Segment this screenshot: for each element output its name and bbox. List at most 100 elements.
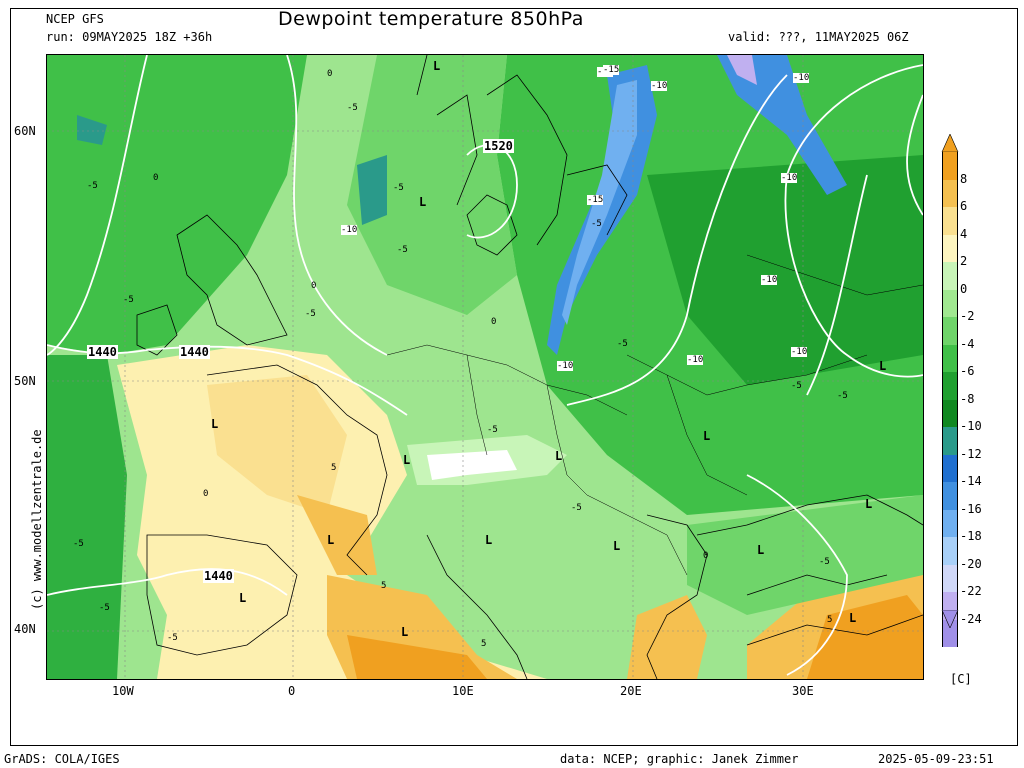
dewpoint-value: -5 <box>87 181 98 191</box>
legend-tick-label: 2 <box>960 254 968 268</box>
dewpoint-value: -10 <box>781 173 798 183</box>
lon-label-10e: 10E <box>452 684 474 698</box>
low-marker: L <box>555 449 563 463</box>
dewpoint-value: -5 <box>347 103 358 113</box>
dewpoint-value: 5 <box>827 615 833 625</box>
run-info: run: 09MAY2025 18Z +36h <box>46 30 213 44</box>
lon-label-30e: 30E <box>792 684 814 698</box>
dewpoint-value: 5 <box>331 463 337 473</box>
low-marker: L <box>849 611 857 625</box>
warm-core-france <box>297 495 377 575</box>
low-marker: L <box>401 625 409 639</box>
dewpoint-value: -5 <box>837 391 848 401</box>
timestamp: 2025-05-09-23:51 <box>878 752 994 766</box>
legend-swatch <box>942 289 958 317</box>
dewpoint-value: -5 <box>819 557 830 567</box>
legend-swatch <box>942 454 958 482</box>
lon-label-20e: 20E <box>620 684 642 698</box>
dewpoint-value: -10 <box>687 355 704 365</box>
low-marker: L <box>865 497 873 511</box>
dewpoint-value: 0 <box>491 317 497 327</box>
legend-top-arrow <box>941 134 959 152</box>
legend-swatch <box>942 509 958 537</box>
dewpoint-value: -5 <box>167 633 178 643</box>
very-dry-core-northeast <box>727 55 757 85</box>
dewpoint-value: -5 <box>99 603 110 613</box>
legend-tick-label: -8 <box>960 391 975 406</box>
low-marker: L <box>403 453 411 467</box>
dewpoint-value: -5 <box>305 309 316 319</box>
contour-label-1520: 1520 <box>483 139 514 153</box>
dewpoint-value: -15 <box>587 195 604 205</box>
legend-swatch <box>942 317 958 345</box>
low-marker: L <box>757 543 765 557</box>
dewpoint-value: -5 <box>123 295 134 305</box>
dewpoint-value: -10 <box>761 275 778 285</box>
contour-label-1440-center: 1440 <box>179 345 210 359</box>
legend-tick-label: -24 <box>960 611 982 626</box>
dewpoint-value: -15 <box>603 65 620 75</box>
legend-bottom-arrow <box>941 610 959 628</box>
teal-patch-north-sea <box>357 155 387 225</box>
dewpoint-value: 0 <box>153 173 159 183</box>
dewpoint-value: -10 <box>651 81 668 91</box>
legend-swatch <box>942 372 958 400</box>
dewpoint-value: -5 <box>393 183 404 193</box>
dewpoint-value: 0 <box>703 551 709 561</box>
dewpoint-value: -10 <box>341 225 358 235</box>
moist-core-east <box>647 155 923 385</box>
watermark: (c) www.modellzentrale.de <box>30 429 44 610</box>
hot-region-anatolia <box>807 595 923 679</box>
legend-tick-label: -22 <box>960 584 982 598</box>
moist-region-north-sea <box>347 55 517 315</box>
lat-label-50n: 50N <box>14 374 36 388</box>
low-marker: L <box>211 417 219 431</box>
legend-tick-label: -16 <box>960 501 982 516</box>
contour-label-1440-west: 1440 <box>87 345 118 359</box>
geopotential-contours <box>47 55 923 676</box>
dewpoint-value: -5 <box>397 245 408 255</box>
legend-tick-label: -4 <box>960 336 975 351</box>
low-marker: L <box>485 533 493 547</box>
dewpoint-value: -5 <box>73 539 84 549</box>
lon-label-0: 0 <box>288 684 296 698</box>
dewpoint-value: 0 <box>327 69 333 79</box>
dewpoint-value: 0 <box>203 489 209 499</box>
legend-tick-label: 8 <box>960 171 968 186</box>
legend-tick-label: 0 <box>960 281 968 296</box>
dewpoint-value: -10 <box>791 347 808 357</box>
dewpoint-map: 1520 1440 1440 1440 L L L L L L L L L L … <box>46 54 924 680</box>
low-marker: L <box>879 359 887 373</box>
legend-swatch <box>942 207 958 235</box>
ocean-moist-region <box>47 55 307 355</box>
dewpoint-value: -5 <box>791 381 802 391</box>
dewpoint-value: 5 <box>481 639 487 649</box>
legend-tick-label: -10 <box>960 419 982 433</box>
valid-time: valid: ???, 11MAY2025 06Z <box>728 30 909 44</box>
lat-label-60n: 60N <box>14 124 36 138</box>
dewpoint-value: -10 <box>557 361 574 371</box>
dewpoint-value: 5 <box>381 581 387 591</box>
legend-swatch <box>942 564 958 592</box>
warm-region-balkan <box>627 595 707 679</box>
data-credit: data: NCEP; graphic: Janek Zimmer <box>560 752 799 766</box>
legend-tick-label: 6 <box>960 199 968 213</box>
low-marker: L <box>703 429 711 443</box>
figure-frame <box>10 8 1018 746</box>
atlantic-moist-band <box>47 355 127 679</box>
legend-tick-label: -2 <box>960 309 975 323</box>
dry-region-france <box>207 375 347 515</box>
contour-label-1440-south: 1440 <box>203 569 234 583</box>
legend-swatch <box>942 427 958 455</box>
lat-lon-grid <box>47 55 923 679</box>
legend-tick-label: -18 <box>960 529 982 543</box>
legend-tick-label: 4 <box>960 226 968 241</box>
map-graphic <box>47 55 923 679</box>
legend-swatch <box>942 262 958 290</box>
legend-swatch <box>942 537 958 565</box>
grads-credit: GrADS: COLA/IGES <box>4 752 120 766</box>
low-marker: L <box>327 533 335 547</box>
legend-swatch <box>942 399 958 427</box>
legend-unit: [C] <box>950 672 972 686</box>
legend-tick-label: -14 <box>960 474 982 488</box>
